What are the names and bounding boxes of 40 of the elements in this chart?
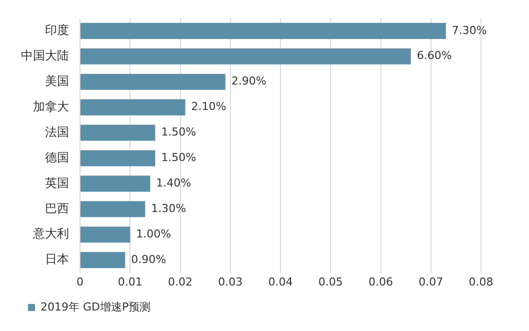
bar <box>80 124 156 141</box>
x-tick-label: 0.06 <box>368 275 393 288</box>
y-tick-label: 日本 <box>45 252 69 266</box>
data-label: 1.30% <box>151 202 186 216</box>
data-label: 7.30% <box>452 24 487 37</box>
data-label: 1.50% <box>161 151 196 164</box>
x-tick-label: 0.07 <box>418 275 444 288</box>
bar <box>80 226 130 243</box>
x-tick-label: 0.01 <box>118 275 142 288</box>
x-tick-label: 0.05 <box>318 275 343 288</box>
y-tick-label: 中国大陆 <box>21 48 69 63</box>
bar <box>80 99 186 116</box>
y-tick-label: 法国 <box>45 124 69 139</box>
x-tick-label: 0.02 <box>168 275 192 288</box>
x-tick-label: 0.03 <box>218 275 243 288</box>
data-label: 1.00% <box>136 227 172 240</box>
bar <box>80 74 226 90</box>
y-tick-label: 加拿大 <box>33 99 69 114</box>
data-label: 2.90% <box>231 74 266 88</box>
y-tick-label: 意大利 <box>32 226 69 241</box>
bar <box>80 150 156 166</box>
bar <box>80 201 146 218</box>
x-tick-label: 0 <box>76 275 84 288</box>
y-tick-label: 巴西 <box>45 201 69 216</box>
data-label: 2.10% <box>191 100 226 114</box>
data-label: 0.90% <box>131 252 166 266</box>
x-tick-label: 0.04 <box>268 275 293 288</box>
y-tick-label: 英国 <box>45 176 69 190</box>
bar <box>80 48 411 64</box>
data-label: 6.60% <box>416 49 452 62</box>
bar <box>80 252 126 268</box>
y-tick-label: 德国 <box>45 150 69 164</box>
y-tick-label: 美国 <box>45 74 69 88</box>
bar <box>80 176 150 192</box>
data-label: 1.40% <box>156 176 192 190</box>
legend-label: 2019年 GD增速P预测 <box>40 300 151 314</box>
bar <box>80 22 446 39</box>
x-tick-label: 0.08 <box>468 275 494 288</box>
y-tick-label: 印度 <box>45 23 69 38</box>
data-label: 1.50% <box>161 126 196 139</box>
